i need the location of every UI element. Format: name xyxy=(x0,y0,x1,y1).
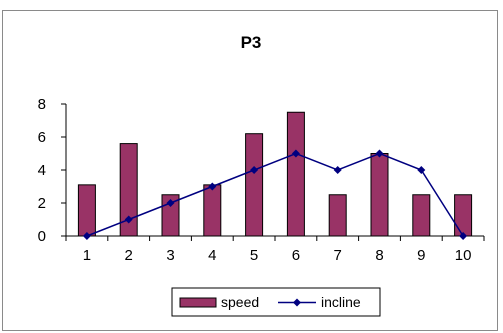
x-tick-label-10: 10 xyxy=(455,247,472,264)
incline-point-3 xyxy=(166,199,175,207)
x-tick-label-2: 2 xyxy=(125,247,133,264)
legend-incline-label: incline xyxy=(321,294,361,310)
x-axis-ticks: 1 2 3 4 5 6 7 8 9 10 xyxy=(65,236,485,264)
speed-bar-7 xyxy=(328,194,347,237)
speed-bar-4 xyxy=(203,184,222,237)
x-tick-label-7: 7 xyxy=(334,247,342,264)
incline-point-4 xyxy=(208,182,217,191)
x-tick-label-3: 3 xyxy=(166,247,174,264)
incline-point-2 xyxy=(124,215,133,224)
incline-point-9 xyxy=(417,166,426,174)
incline-point-5 xyxy=(250,166,259,174)
x-tick-label-6: 6 xyxy=(292,247,300,264)
speed-bar-6 xyxy=(286,111,305,237)
incline-point-7 xyxy=(333,166,342,174)
x-tick-label-4: 4 xyxy=(208,247,216,264)
speed-bar-9 xyxy=(412,194,431,237)
chart-title: P3 xyxy=(241,33,262,52)
y-tick-label-2: 2 xyxy=(38,195,46,212)
incline-line xyxy=(82,149,468,240)
incline-point-8 xyxy=(375,149,384,158)
y-tick-label-0: 0 xyxy=(38,228,46,245)
x-tick-label-8: 8 xyxy=(375,247,383,264)
y-tick-label-4: 4 xyxy=(38,162,46,179)
x-tick-label-5: 5 xyxy=(250,247,258,264)
legend-speed-swatch xyxy=(179,297,217,308)
legend: speed incline xyxy=(171,287,381,317)
speed-bar-1 xyxy=(77,184,96,237)
incline-point-6 xyxy=(291,149,300,158)
speed-bar-5 xyxy=(245,133,264,237)
legend-speed-label: speed xyxy=(221,294,259,310)
y-tick-label-6: 6 xyxy=(38,129,46,146)
incline-point-1 xyxy=(82,232,91,240)
x-tick-label-9: 9 xyxy=(417,247,425,264)
legend-incline-marker xyxy=(293,298,301,307)
speed-bars xyxy=(77,111,473,237)
speed-bar-10 xyxy=(454,194,473,237)
incline-series-line xyxy=(86,152,464,237)
incline-point-10 xyxy=(459,232,468,240)
x-tick-label-1: 1 xyxy=(83,247,91,264)
y-axis-ticks: 0 2 4 6 8 xyxy=(38,96,66,245)
y-tick-label-8: 8 xyxy=(38,96,46,113)
speed-bar-8 xyxy=(370,153,389,237)
